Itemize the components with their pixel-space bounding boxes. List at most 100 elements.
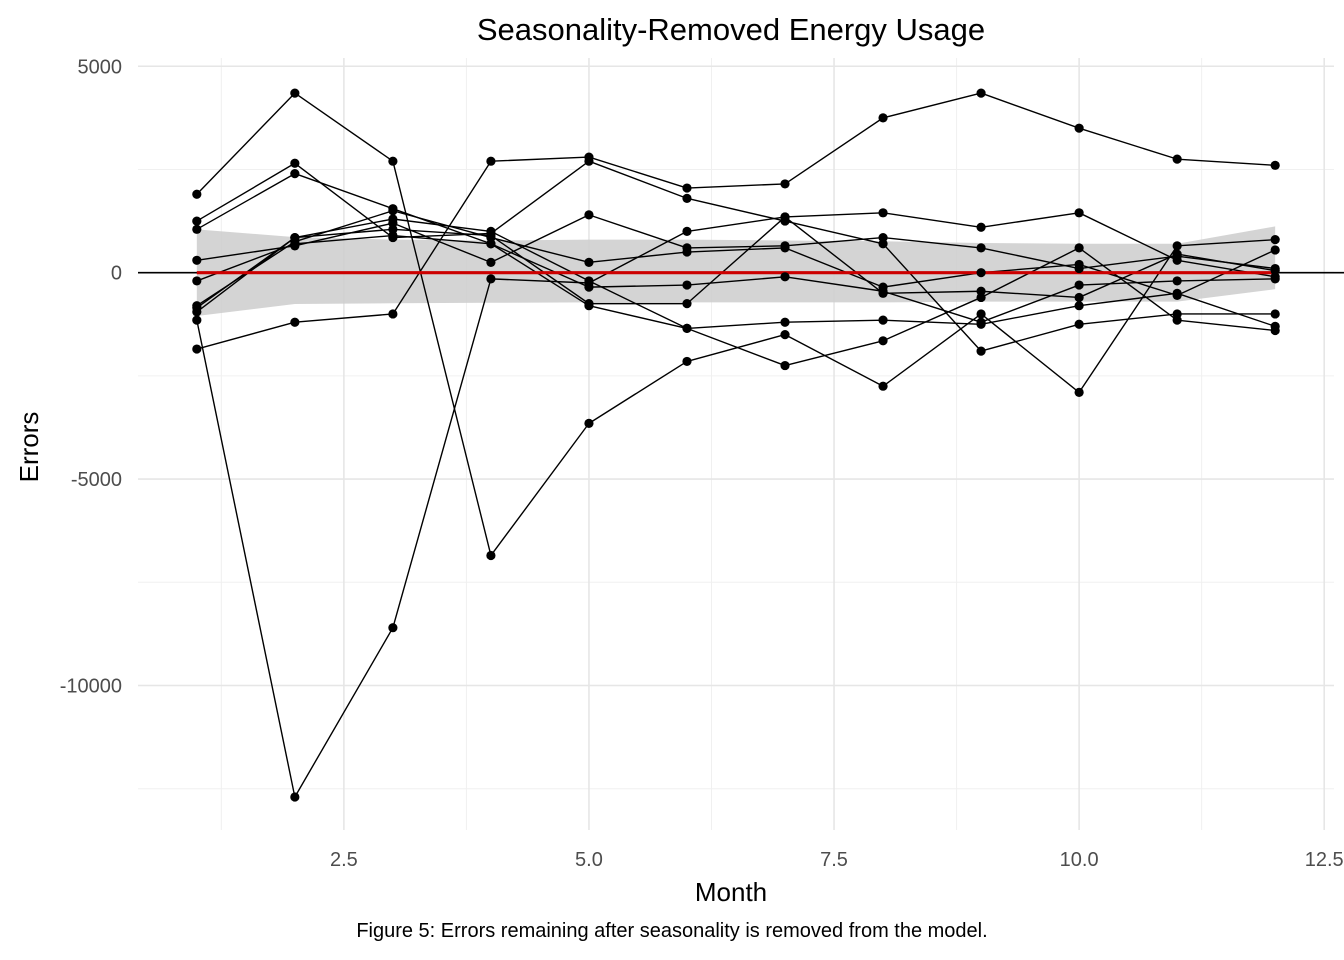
data-point-s7-m10 xyxy=(1074,301,1084,311)
data-point-s5-m9 xyxy=(976,222,986,232)
series-line-2 xyxy=(196,92,1276,557)
chart-background xyxy=(0,0,1344,920)
x-tick-label: 12.5 xyxy=(1305,849,1344,871)
series-lines xyxy=(196,92,1276,798)
data-point-s5-m6 xyxy=(682,226,692,236)
data-point-s3-m7 xyxy=(780,360,790,371)
data-point-s8-m7 xyxy=(780,272,790,282)
series-line-8 xyxy=(196,234,1276,323)
y-tick-label: 5000 xyxy=(78,56,123,78)
series-line-6 xyxy=(196,214,1276,270)
data-point-s9-m9 xyxy=(976,268,986,278)
data-point-s4-m10 xyxy=(1074,319,1084,329)
series-line-7 xyxy=(196,218,1276,330)
data-point-s10-m7 xyxy=(780,212,790,222)
data-point-s2-m5 xyxy=(584,418,594,428)
x-tick-label: 7.5 xyxy=(820,849,848,871)
data-point-s4-m11 xyxy=(1172,309,1182,319)
data-point-s5-m2 xyxy=(290,792,300,802)
data-point-s10-m12 xyxy=(1270,266,1280,276)
data-point-s2-m2 xyxy=(290,88,300,98)
data-point-s3-m1 xyxy=(192,224,202,234)
data-point-s9-m10 xyxy=(1074,259,1084,270)
y-tick-label: -5000 xyxy=(71,469,122,491)
data-point-s1-m1 xyxy=(192,344,202,354)
data-point-s4-m2 xyxy=(290,158,300,168)
series-line-5 xyxy=(196,212,1276,798)
data-point-s4-m6 xyxy=(682,193,692,203)
major-gridlines xyxy=(138,58,1334,830)
data-point-s9-m7 xyxy=(780,243,790,253)
data-point-s3-m10 xyxy=(1074,243,1084,253)
data-point-s9-m5 xyxy=(584,257,594,267)
data-point-s5-m10 xyxy=(1074,208,1084,218)
data-point-s9-m3 xyxy=(388,206,398,216)
figure-caption: Figure 5: Errors remaining after seasona… xyxy=(356,920,988,942)
series-line-4 xyxy=(196,160,1276,352)
data-point-s6-m8 xyxy=(878,232,888,243)
data-point-s3-m8 xyxy=(878,336,888,346)
series-line-3 xyxy=(196,172,1276,367)
data-point-s1-m8 xyxy=(878,113,888,123)
data-point-s8-m10 xyxy=(1074,280,1084,290)
x-tick-label: 10.0 xyxy=(1060,849,1099,871)
y-axis-label: Errors xyxy=(14,412,44,483)
data-point-s7-m6 xyxy=(682,323,692,334)
data-point-s7-m8 xyxy=(878,315,888,325)
data-point-s9-m12 xyxy=(1270,245,1280,255)
data-point-s1-m12 xyxy=(1270,160,1280,170)
series-points xyxy=(192,88,1280,802)
x-axis-label: Month xyxy=(695,877,767,907)
data-point-s8-m6 xyxy=(682,280,692,290)
data-point-s2-m6 xyxy=(682,356,692,367)
data-point-s10-m6 xyxy=(682,299,692,309)
data-point-s7-m7 xyxy=(780,317,790,327)
data-point-s2-m3 xyxy=(388,156,398,166)
data-point-s1-m7 xyxy=(780,179,790,189)
data-point-s10-m4 xyxy=(486,230,496,241)
data-point-s7-m12 xyxy=(1270,321,1280,331)
series-line-1 xyxy=(196,92,1276,350)
data-point-s7-m3 xyxy=(388,214,398,224)
data-point-s1-m3 xyxy=(388,309,398,319)
data-point-s3-m2 xyxy=(290,168,300,179)
data-point-s8-m9 xyxy=(976,317,986,327)
data-point-s10-m9 xyxy=(976,286,986,296)
y-tick-labels: 5000 0 -5000 -10000 xyxy=(60,56,122,697)
data-point-s2-m12 xyxy=(1270,235,1280,245)
data-point-s6-m9 xyxy=(976,243,986,253)
y-tick-label: -10000 xyxy=(60,676,122,698)
data-point-s6-m4 xyxy=(486,257,496,267)
data-point-s4-m12 xyxy=(1270,309,1280,319)
data-point-s1-m6 xyxy=(682,183,692,193)
data-point-s2-m9 xyxy=(976,309,986,319)
data-point-s8-m12 xyxy=(1270,274,1280,284)
x-tick-labels: 2.5 5.0 7.5 10.0 12.5 xyxy=(330,849,1344,871)
data-point-s8-m1 xyxy=(192,276,202,286)
data-point-s9-m6 xyxy=(682,247,692,257)
data-point-s10-m8 xyxy=(878,288,888,298)
data-point-s8-m5 xyxy=(584,282,594,292)
data-point-s2-m10 xyxy=(1074,387,1084,397)
data-point-s5-m8 xyxy=(878,208,888,218)
data-point-s1-m2 xyxy=(290,317,300,327)
data-point-s10-m3 xyxy=(388,224,398,234)
data-point-s5-m3 xyxy=(388,623,398,633)
data-point-s10-m1 xyxy=(192,307,202,317)
data-point-s2-m8 xyxy=(878,381,888,391)
data-point-s2-m4 xyxy=(486,550,496,561)
data-point-s5-m4 xyxy=(486,274,496,284)
data-point-s2-m1 xyxy=(192,189,202,199)
x-tick-label: 2.5 xyxy=(330,849,358,871)
data-point-s2-m7 xyxy=(780,329,790,340)
data-point-s8-m11 xyxy=(1172,276,1182,286)
chart-title: Seasonality-Removed Energy Usage xyxy=(477,12,985,47)
data-point-s10-m2 xyxy=(290,232,300,243)
data-point-s1-m11 xyxy=(1172,154,1182,164)
data-point-s6-m5 xyxy=(584,210,594,220)
data-point-s2-m11 xyxy=(1172,241,1182,251)
data-point-s4-m1 xyxy=(192,216,202,226)
data-point-s6-m1 xyxy=(192,255,202,265)
data-point-s1-m4 xyxy=(486,156,496,166)
chart: 2.5 5.0 7.5 10.0 12.5 5000 0 -5000 -10000 Seaso… xyxy=(0,0,1344,920)
